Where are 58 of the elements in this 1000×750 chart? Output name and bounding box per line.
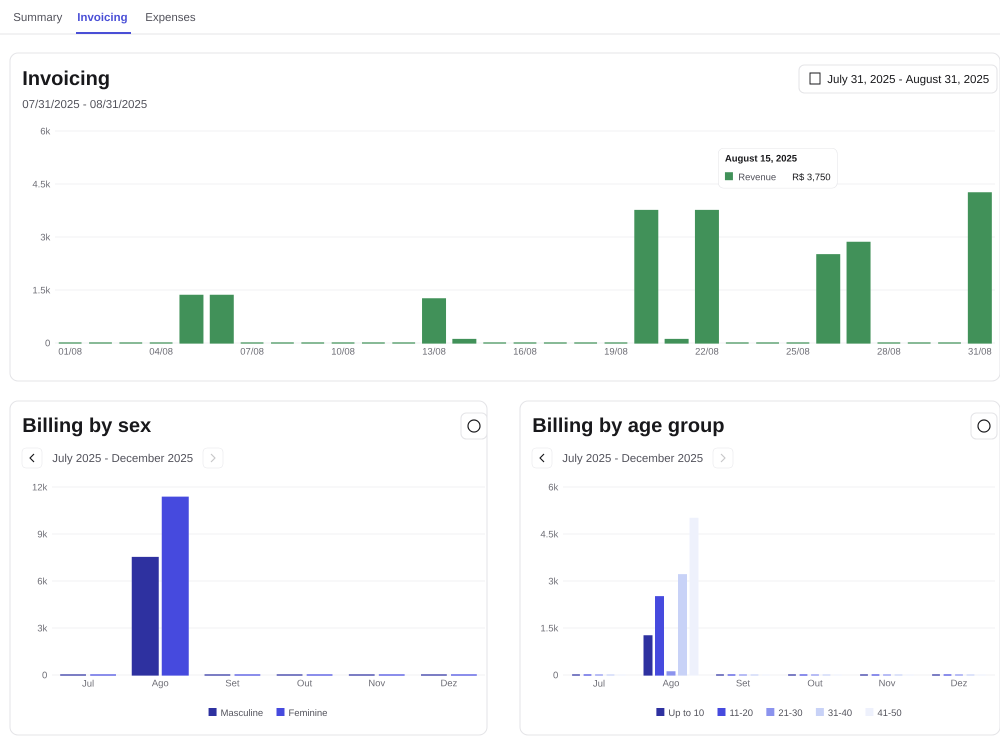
y-tick-label: 3k <box>38 624 48 632</box>
x-tick-label: Out <box>297 680 312 686</box>
legend-label: Revenue <box>739 174 776 180</box>
y-tick-label: 6k <box>38 578 48 584</box>
legend-label: Feminine <box>289 709 328 716</box>
annotation: R$ 3,750 <box>792 173 830 182</box>
x-tick-label: 04/08 <box>150 348 173 355</box>
y-tick-label: 12k <box>32 484 48 490</box>
x-tick-label: Out <box>808 680 823 686</box>
text: July 31, 2025 - August 31, 2025 <box>827 74 989 86</box>
x-tick-label: Nov <box>369 680 386 686</box>
y-tick-label: 6k <box>548 484 558 490</box>
x-tick-label: Jul <box>82 680 94 687</box>
text: Summary <box>14 12 62 24</box>
legend-label: Masculine <box>221 709 263 716</box>
x-tick-label: 19/08 <box>604 348 628 355</box>
x-tick-label: 31/08 <box>968 348 992 355</box>
y-tick-label: 1.5k <box>33 286 50 294</box>
x-tick-label: Jul <box>593 680 604 687</box>
y-tick-label: 9k <box>38 530 48 538</box>
x-tick-label: 16/08 <box>514 348 536 355</box>
y-tick-label: 6k <box>40 128 50 134</box>
y-tick-label: 0 <box>553 672 558 678</box>
y-tick-label: 4.5k <box>32 180 50 188</box>
text: Invoicing <box>78 12 127 24</box>
legend-label: 31-40 <box>828 709 852 716</box>
x-tick-label: 07/08 <box>240 348 264 355</box>
x-tick-label: 25/08 <box>786 348 810 355</box>
x-tick-label: Dez <box>441 680 457 686</box>
x-tick-label: 13/08 <box>422 348 446 355</box>
x-tick-label: Set <box>226 680 240 686</box>
annotation: August 15, 2025 <box>725 154 797 164</box>
x-tick-label: Dez <box>951 680 967 686</box>
x-tick-label: 22/08 <box>696 348 718 355</box>
x-tick-label: 28/08 <box>878 348 900 355</box>
chart-title: Billing by sex <box>24 418 152 436</box>
y-tick-label: 3k <box>548 578 558 584</box>
x-tick-label: 10/08 <box>332 348 354 355</box>
text: Expenses <box>146 13 196 24</box>
x-tick-label: Ago <box>152 680 168 688</box>
chart-subtitle: July 2025 - December 2025 <box>562 454 703 464</box>
y-tick-label: 1.5k <box>541 624 558 632</box>
chart-title: Billing by age group <box>534 418 724 436</box>
x-tick-label: Nov <box>879 680 896 686</box>
y-tick-label: 3k <box>40 234 50 240</box>
x-tick-label: 01/08 <box>58 348 82 355</box>
chart-title: Invoicing <box>24 70 109 90</box>
y-tick-label: 0 <box>45 340 50 346</box>
legend-label: Up to 10 <box>669 709 704 718</box>
chart-subtitle: 07/31/2025 - 08/31/2025 <box>22 100 147 108</box>
y-tick-label: 0 <box>42 672 47 678</box>
chart-subtitle: July 2025 - December 2025 <box>52 454 193 464</box>
legend-label: 41-50 <box>878 709 902 716</box>
legend-label: 21-30 <box>778 709 802 716</box>
x-tick-label: Set <box>736 680 750 686</box>
legend-label: 11-20 <box>730 709 753 716</box>
x-tick-label: Ago <box>662 680 680 688</box>
y-tick-label: 4.5k <box>540 530 558 538</box>
